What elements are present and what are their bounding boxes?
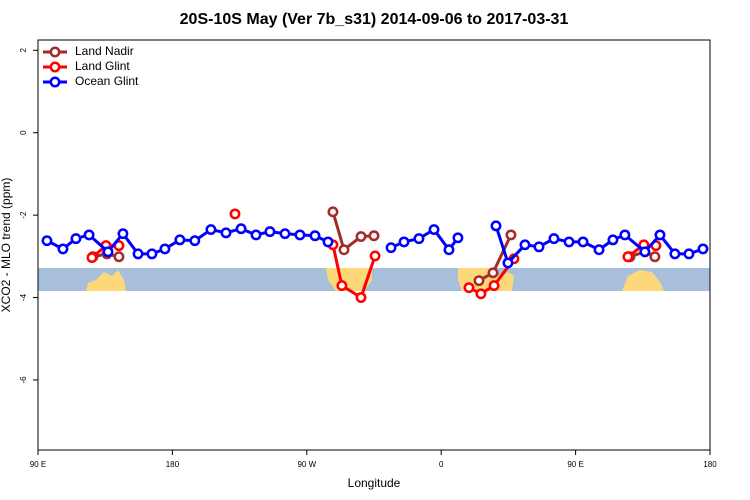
series-point [428,224,440,235]
series-point [83,229,95,241]
series-point [697,243,709,255]
series-point [355,292,367,303]
series-point [146,248,158,260]
series-point [619,229,631,241]
legend-label: Land Nadir [75,44,134,58]
y-tick-label: 0 [19,130,28,135]
series-point [336,280,348,292]
y-tick-label: -6 [19,376,28,384]
series-point [385,242,397,254]
series-point [229,208,241,220]
legend-marker [49,61,61,73]
x-axis-label: Longitude [348,476,401,490]
series-point [502,257,514,269]
land-strip [86,270,126,291]
x-tick-label: 90 E [30,460,46,469]
series-point [205,224,217,235]
series-point [117,228,129,240]
series-point [57,243,69,255]
series-point [649,251,661,263]
surface-strip [38,268,710,291]
x-tick-label: 180 [703,460,717,469]
series-point [102,246,114,258]
series-point [174,234,186,246]
series-point [475,288,487,300]
legend-label: Ocean Glint [75,74,139,88]
series-point [490,220,502,232]
series-point [235,223,247,235]
plot-frame [37,39,711,451]
series-point [41,235,53,247]
series-point [563,236,575,248]
ocean-strip [38,268,710,291]
series-point [487,267,499,279]
series-point [519,239,531,251]
series-point [669,248,681,260]
series-point [279,228,291,240]
series-point [338,244,350,256]
x-tick-label: 90 E [567,460,583,469]
series-point [264,226,276,238]
series-point [639,246,651,258]
x-tick-label: 0 [439,460,444,469]
series-point [294,229,306,241]
chart-title: 20S-10S May (Ver 7b_s31) 2014-09-06 to 2… [180,11,569,28]
series-point [607,234,619,246]
land-strip [622,270,664,291]
series-point [443,244,455,256]
series-point [413,233,425,245]
series-point [86,252,98,264]
series-point [369,250,381,262]
series-point [577,236,589,248]
series-point [473,275,485,287]
series-point [132,248,144,260]
y-tick-label: 2 [19,48,28,53]
series-point [505,229,517,241]
series-point [463,282,475,294]
series-point [683,248,695,260]
legend-label: Land Glint [75,59,130,73]
series-point [398,236,410,248]
series-line [331,211,375,253]
series-point [327,206,339,218]
series-point [113,251,125,263]
series-point [220,227,232,239]
series-point [322,236,334,248]
series-point [250,229,262,241]
y-tick-label: -4 [19,293,28,301]
series-point [654,229,666,241]
series-point [70,233,82,245]
series-line [331,244,377,300]
x-tick-label: 90 W [297,460,316,469]
x-tick-label: 180 [166,460,180,469]
legend-marker [49,76,61,88]
series-point [488,280,500,292]
legend-marker [49,46,61,58]
series-point [593,244,605,256]
series-point [309,230,321,242]
series-point [159,243,171,255]
series-point [189,235,201,247]
series-point [622,251,634,263]
series-line [468,257,516,296]
series-point [533,241,545,253]
series-point [548,233,560,245]
series-point [452,232,464,244]
y-tick-label: -2 [19,211,28,219]
series-point [355,231,367,243]
y-axis-label: XCO2 - MLO trend (ppm) [0,178,13,313]
series-point [368,230,380,242]
